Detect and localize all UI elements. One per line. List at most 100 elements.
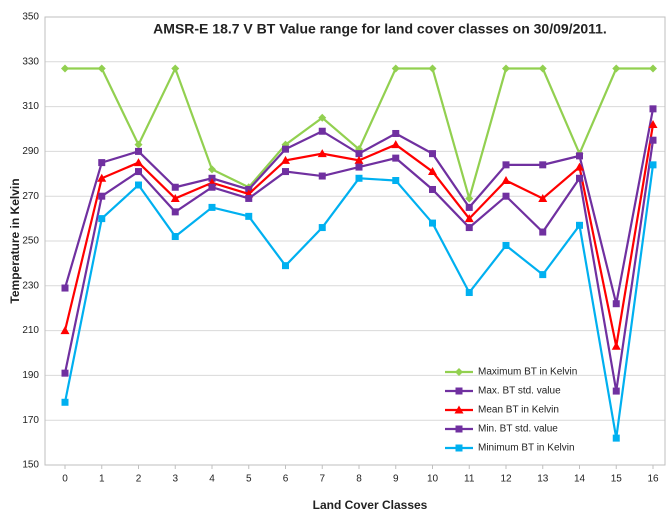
y-tick-label: 210 <box>22 325 39 336</box>
marker <box>392 129 400 137</box>
marker <box>171 233 179 241</box>
marker <box>318 172 326 180</box>
y-tick-label: 270 <box>22 191 39 202</box>
marker <box>465 203 473 211</box>
x-tick-label: 10 <box>427 474 439 485</box>
legend-text: Max. BT std. value <box>478 386 561 397</box>
marker <box>502 192 510 200</box>
marker <box>454 405 464 414</box>
x-tick-label: 2 <box>136 474 142 485</box>
marker <box>392 154 400 162</box>
marker <box>355 174 363 182</box>
marker <box>61 369 69 377</box>
marker <box>282 145 289 153</box>
y-tick-label: 150 <box>22 460 39 471</box>
marker <box>61 64 69 73</box>
y-tick-label: 230 <box>22 280 39 291</box>
marker <box>317 149 327 158</box>
marker <box>61 284 69 292</box>
marker <box>135 168 142 176</box>
marker <box>428 167 437 176</box>
marker <box>455 387 463 395</box>
marker <box>208 183 216 191</box>
marker <box>134 158 143 167</box>
marker <box>171 183 179 191</box>
marker <box>649 161 657 169</box>
marker <box>649 136 657 144</box>
marker <box>355 150 363 158</box>
y-tick-label: 170 <box>22 415 39 426</box>
marker <box>538 64 547 73</box>
x-tick-label: 14 <box>574 474 586 485</box>
marker <box>612 387 620 395</box>
y-tick-label: 290 <box>22 146 39 157</box>
marker <box>576 174 583 182</box>
marker <box>538 193 548 202</box>
marker <box>455 368 463 376</box>
marker <box>465 194 474 203</box>
marker <box>281 155 290 164</box>
y-tick-label: 310 <box>22 101 39 112</box>
marker <box>648 120 658 129</box>
marker <box>245 212 253 220</box>
marker <box>649 105 657 113</box>
marker <box>392 177 400 185</box>
marker <box>502 64 510 73</box>
legend-text: Minimum BT in Kelvin <box>478 443 575 454</box>
marker <box>428 64 437 73</box>
x-tick-label: 4 <box>209 474 215 485</box>
marker <box>539 161 547 169</box>
marker <box>97 64 106 73</box>
marker <box>576 152 583 160</box>
marker <box>98 159 106 167</box>
marker <box>465 289 473 297</box>
marker <box>97 173 107 182</box>
marker <box>354 155 364 164</box>
marker <box>502 241 510 249</box>
x-tick-label: 12 <box>500 474 512 485</box>
marker <box>455 444 463 452</box>
legend-text: Min. BT std. value <box>478 424 558 435</box>
marker <box>61 398 69 406</box>
marker <box>282 168 289 176</box>
y-tick-label: 330 <box>22 56 39 67</box>
marker <box>502 161 510 169</box>
x-tick-label: 8 <box>356 474 362 485</box>
marker <box>171 64 180 73</box>
marker <box>245 194 253 202</box>
marker <box>60 326 70 335</box>
legend-text: Maximum BT in Kelvin <box>478 367 577 378</box>
marker <box>611 341 621 350</box>
chart-title: AMSR-E 18.7 V BT Value range for land co… <box>153 21 607 37</box>
marker <box>391 64 400 73</box>
marker <box>501 176 511 185</box>
marker <box>170 193 180 202</box>
marker <box>576 221 583 229</box>
x-tick-label: 5 <box>246 474 252 485</box>
marker <box>612 434 620 442</box>
marker <box>318 127 326 135</box>
y-tick-label: 250 <box>22 236 39 247</box>
marker <box>208 203 216 211</box>
x-axis-title: Land Cover Classes <box>313 498 428 512</box>
series-line <box>63 164 655 439</box>
marker <box>539 228 547 236</box>
marker <box>429 185 436 193</box>
x-tick-label: 13 <box>537 474 549 485</box>
plot-border <box>44 16 666 466</box>
marker <box>98 215 106 223</box>
marker <box>455 425 463 433</box>
y-tick-label: 190 <box>22 370 39 381</box>
marker <box>282 262 289 270</box>
marker <box>429 219 436 227</box>
y-axis-title: Temperature in Kelvin <box>8 178 22 303</box>
marker <box>612 300 620 308</box>
marker <box>208 165 216 174</box>
marker <box>318 224 326 232</box>
marker <box>649 64 657 73</box>
x-tick-label: 7 <box>319 474 325 485</box>
x-tick-label: 3 <box>172 474 178 485</box>
marker <box>391 140 401 149</box>
marker <box>134 140 143 149</box>
x-tick-label: 9 <box>393 474 399 485</box>
